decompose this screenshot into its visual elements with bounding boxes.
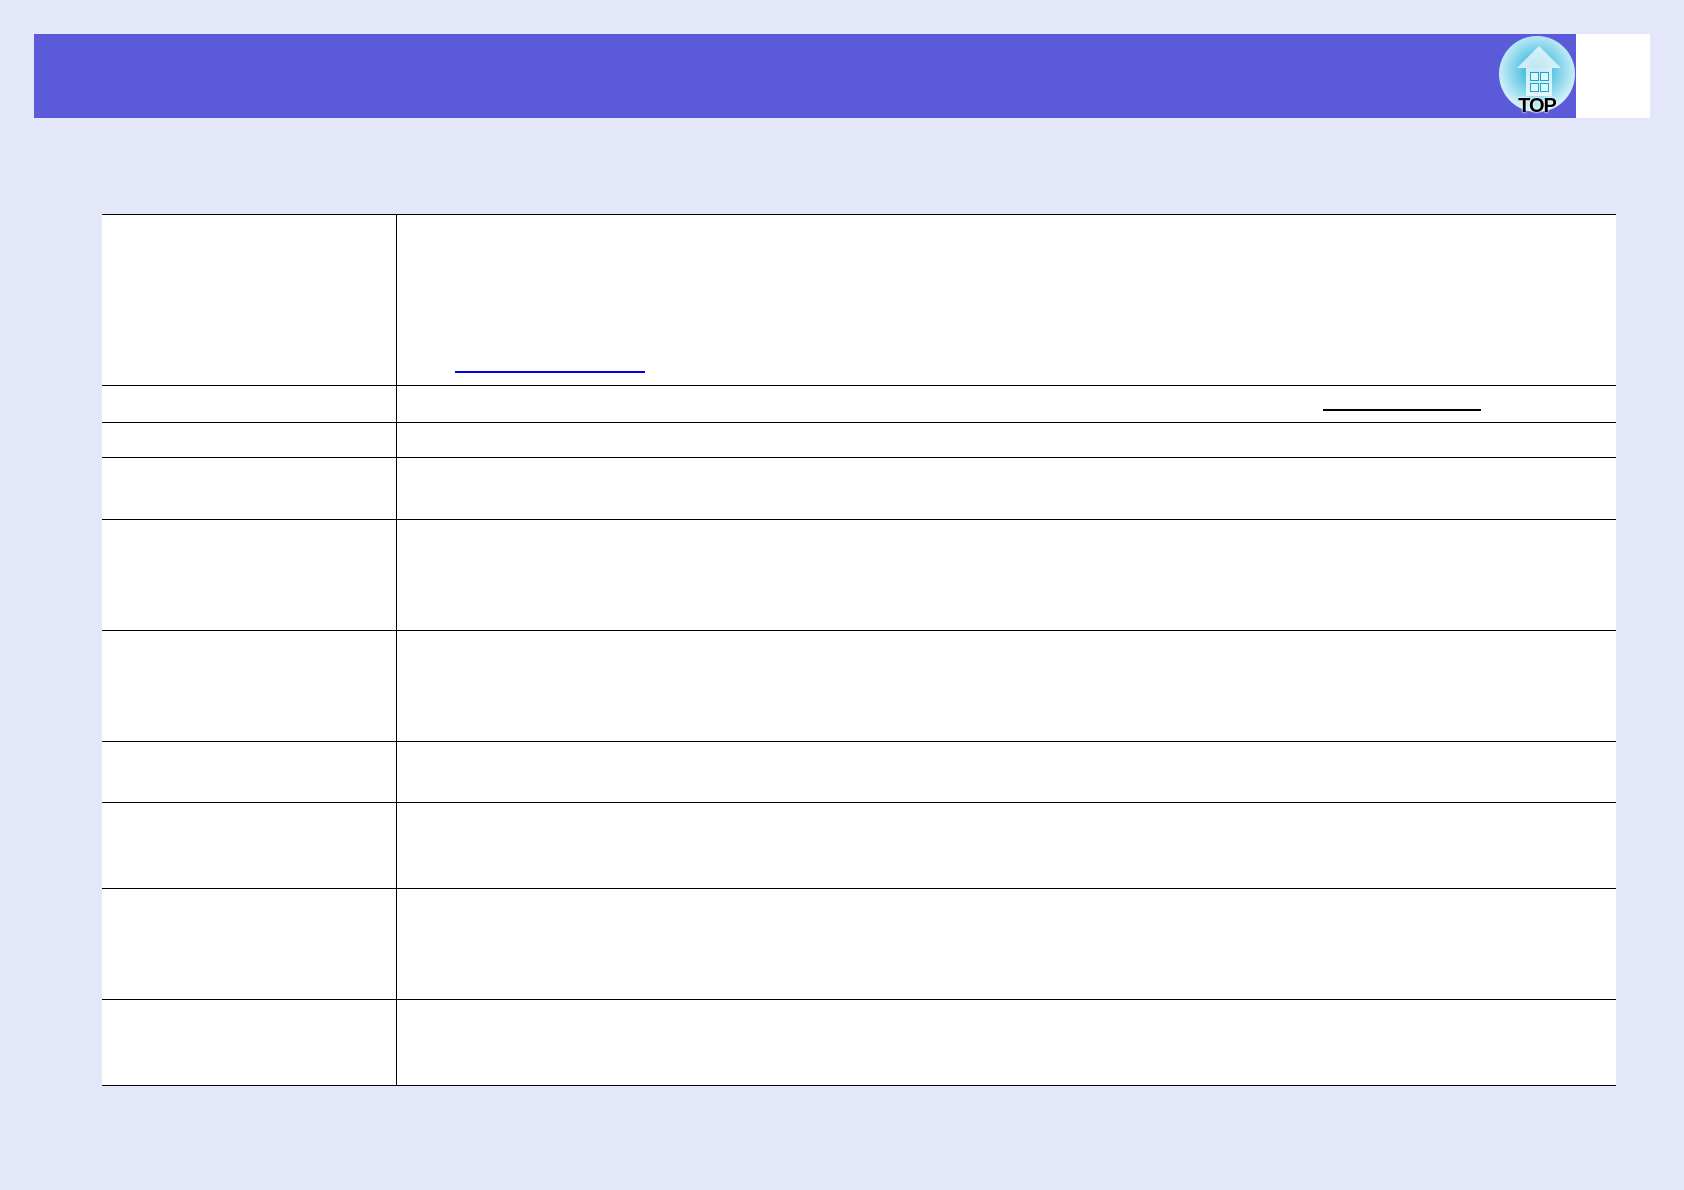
row-divider [102, 630, 1616, 631]
spec-table [102, 214, 1616, 1086]
row-divider [102, 802, 1616, 803]
page-number-box [1576, 34, 1650, 118]
home-globe-icon [1499, 36, 1575, 112]
column-divider [396, 215, 397, 1085]
link-underline[interactable] [1323, 409, 1481, 411]
row-divider [102, 741, 1616, 742]
top-button[interactable]: TOP [1497, 34, 1577, 118]
row-divider [102, 999, 1616, 1000]
row-divider [102, 457, 1616, 458]
row-divider [102, 519, 1616, 520]
link-underline[interactable] [455, 371, 645, 373]
top-label: TOP [1518, 95, 1557, 117]
row-divider [102, 385, 1616, 386]
row-divider [102, 888, 1616, 889]
header-bar [34, 34, 1576, 118]
row-divider [102, 422, 1616, 423]
